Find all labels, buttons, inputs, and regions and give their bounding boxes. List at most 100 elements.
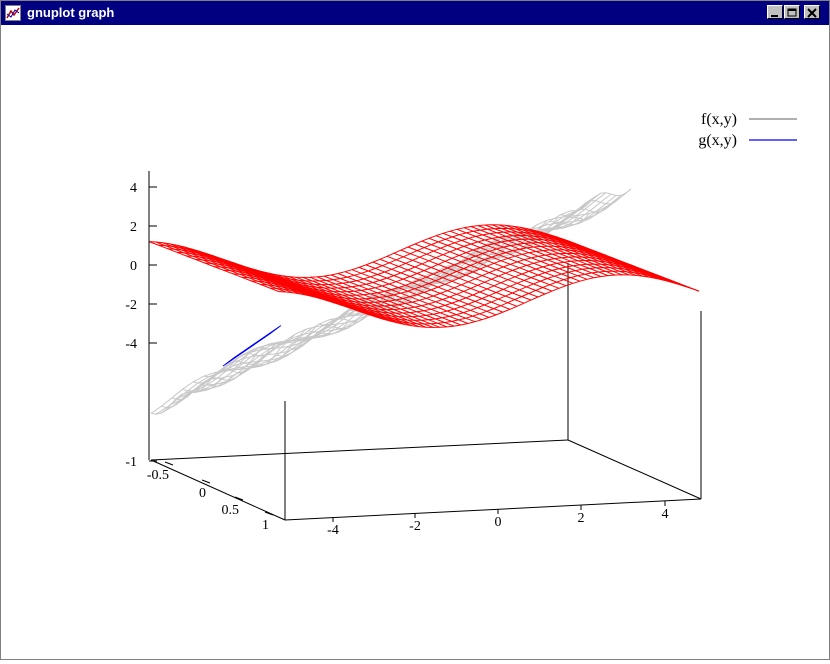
red-mesh-line [148, 241, 280, 293]
y-tick [234, 496, 244, 501]
red-mesh-line [407, 246, 539, 298]
x-tick-label: -4 [327, 523, 339, 538]
x-tick-label: 4 [662, 507, 669, 522]
red-mesh-line [456, 228, 588, 280]
f-mesh-line [329, 298, 390, 321]
red-mesh-line [533, 229, 665, 281]
f-mesh-line [203, 357, 264, 378]
maximize-icon [787, 8, 797, 17]
red-mesh-line [512, 225, 644, 277]
axis-labels: 4 2 0 -2 -4 -1 -4 -2 0 2 4 -0.5 0 0.5 1 [125, 181, 668, 538]
red-mesh-line [400, 249, 532, 301]
surface-plot: 4 2 0 -2 -4 -1 -4 -2 0 2 4 -0.5 0 0.5 1 f(x,y) g(x,y) [125, 111, 797, 538]
f-mesh-line [245, 329, 306, 370]
red-mesh-line [484, 224, 616, 276]
red-mesh-line [295, 276, 427, 328]
red-mesh-line [253, 268, 385, 320]
red-mesh-line [260, 270, 392, 322]
f-mesh-line [266, 324, 327, 363]
red-mesh-line [330, 274, 462, 326]
y-tick-label: 1 [262, 518, 269, 533]
f-mesh-line [213, 349, 275, 374]
z-tick-label: -4 [125, 337, 137, 352]
red-mesh-line [491, 224, 623, 276]
red-mesh-line [442, 232, 574, 284]
red-mesh-line [372, 261, 504, 313]
red-mesh-line [162, 242, 294, 294]
g-surface-mesh [222, 325, 282, 367]
title-bar[interactable]: gnuplot graph [1, 1, 829, 25]
minimize-button[interactable] [767, 5, 783, 19]
red-surface-mesh [148, 224, 700, 328]
gnuplot-app-icon[interactable] [5, 5, 21, 21]
red-mesh-line [323, 275, 455, 327]
red-mesh-line [526, 228, 658, 280]
y-tick [264, 511, 274, 516]
red-mesh-line [519, 226, 651, 278]
red-mesh-line [176, 244, 308, 296]
f-mesh-line [497, 217, 558, 258]
legend: f(x,y) g(x,y) [698, 111, 797, 149]
red-mesh-line [190, 248, 322, 300]
y-tick-label: 0 [199, 486, 206, 501]
red-mesh-line [358, 266, 490, 318]
red-mesh-line [449, 230, 581, 282]
x-axis-line [284, 498, 702, 521]
x-tick-label: 0 [495, 515, 502, 530]
legend-label-g: g(x,y) [698, 132, 737, 149]
z-tick-label: -1 [125, 455, 137, 470]
legend-label-f: f(x,y) [701, 111, 737, 128]
f-mesh-line [570, 188, 632, 212]
red-mesh-line [309, 276, 441, 328]
box-right-edge [567, 439, 702, 500]
red-mesh-line [505, 224, 637, 276]
red-mesh-line [169, 243, 301, 295]
window-title: gnuplot graph [27, 5, 115, 20]
f-mesh-line [539, 209, 600, 231]
red-mesh-line [477, 225, 609, 277]
x-tick-label: 2 [578, 511, 585, 526]
red-mesh-line [540, 231, 672, 283]
red-mesh-line [470, 226, 602, 277]
f-mesh-line [339, 289, 401, 318]
red-mesh-line [351, 269, 483, 321]
f-mesh-line [182, 371, 243, 392]
red-mesh-line [288, 276, 420, 328]
maximize-button[interactable] [784, 5, 800, 19]
f-mesh-line [192, 365, 254, 384]
f-mesh-line [224, 340, 285, 372]
f-mesh-line [518, 215, 579, 248]
red-mesh-line [155, 241, 287, 293]
y-tick-label: 0.5 [222, 503, 240, 518]
red-mesh-line [568, 240, 700, 292]
y-tick [201, 479, 211, 484]
red-mesh-line [379, 258, 511, 310]
f-mesh-line [256, 326, 317, 367]
red-mesh-line [183, 246, 315, 298]
plot-area[interactable]: 4 2 0 -2 -4 -1 -4 -2 0 2 4 -0.5 0 0.5 1 f(x,y) g(x,y) [1, 25, 829, 659]
close-button[interactable] [804, 5, 820, 19]
red-mesh-line [344, 271, 476, 323]
axis-ticks [149, 186, 666, 522]
red-mesh-line [463, 227, 595, 279]
y-tick-label: -0.5 [147, 468, 169, 483]
axis-box-back [150, 263, 702, 520]
minimize-icon [771, 15, 778, 17]
red-mesh-line [281, 275, 413, 327]
red-mesh-line [421, 240, 553, 292]
f-mesh-line [234, 333, 296, 371]
g-mesh-line [232, 325, 282, 359]
red-mesh-line [393, 252, 525, 304]
box-back-edge [150, 439, 569, 461]
red-mesh-line [302, 276, 434, 328]
red-mesh-line [428, 237, 560, 289]
red-mesh-line [337, 273, 469, 324]
f-mesh-line [276, 323, 338, 357]
axis-box-front [148, 171, 702, 521]
f-mesh-line [444, 247, 506, 269]
z-tick-label: 4 [130, 181, 137, 196]
z-tick-label: 2 [130, 220, 137, 235]
x-tick-label: -2 [409, 519, 421, 534]
red-mesh-line [274, 274, 406, 325]
